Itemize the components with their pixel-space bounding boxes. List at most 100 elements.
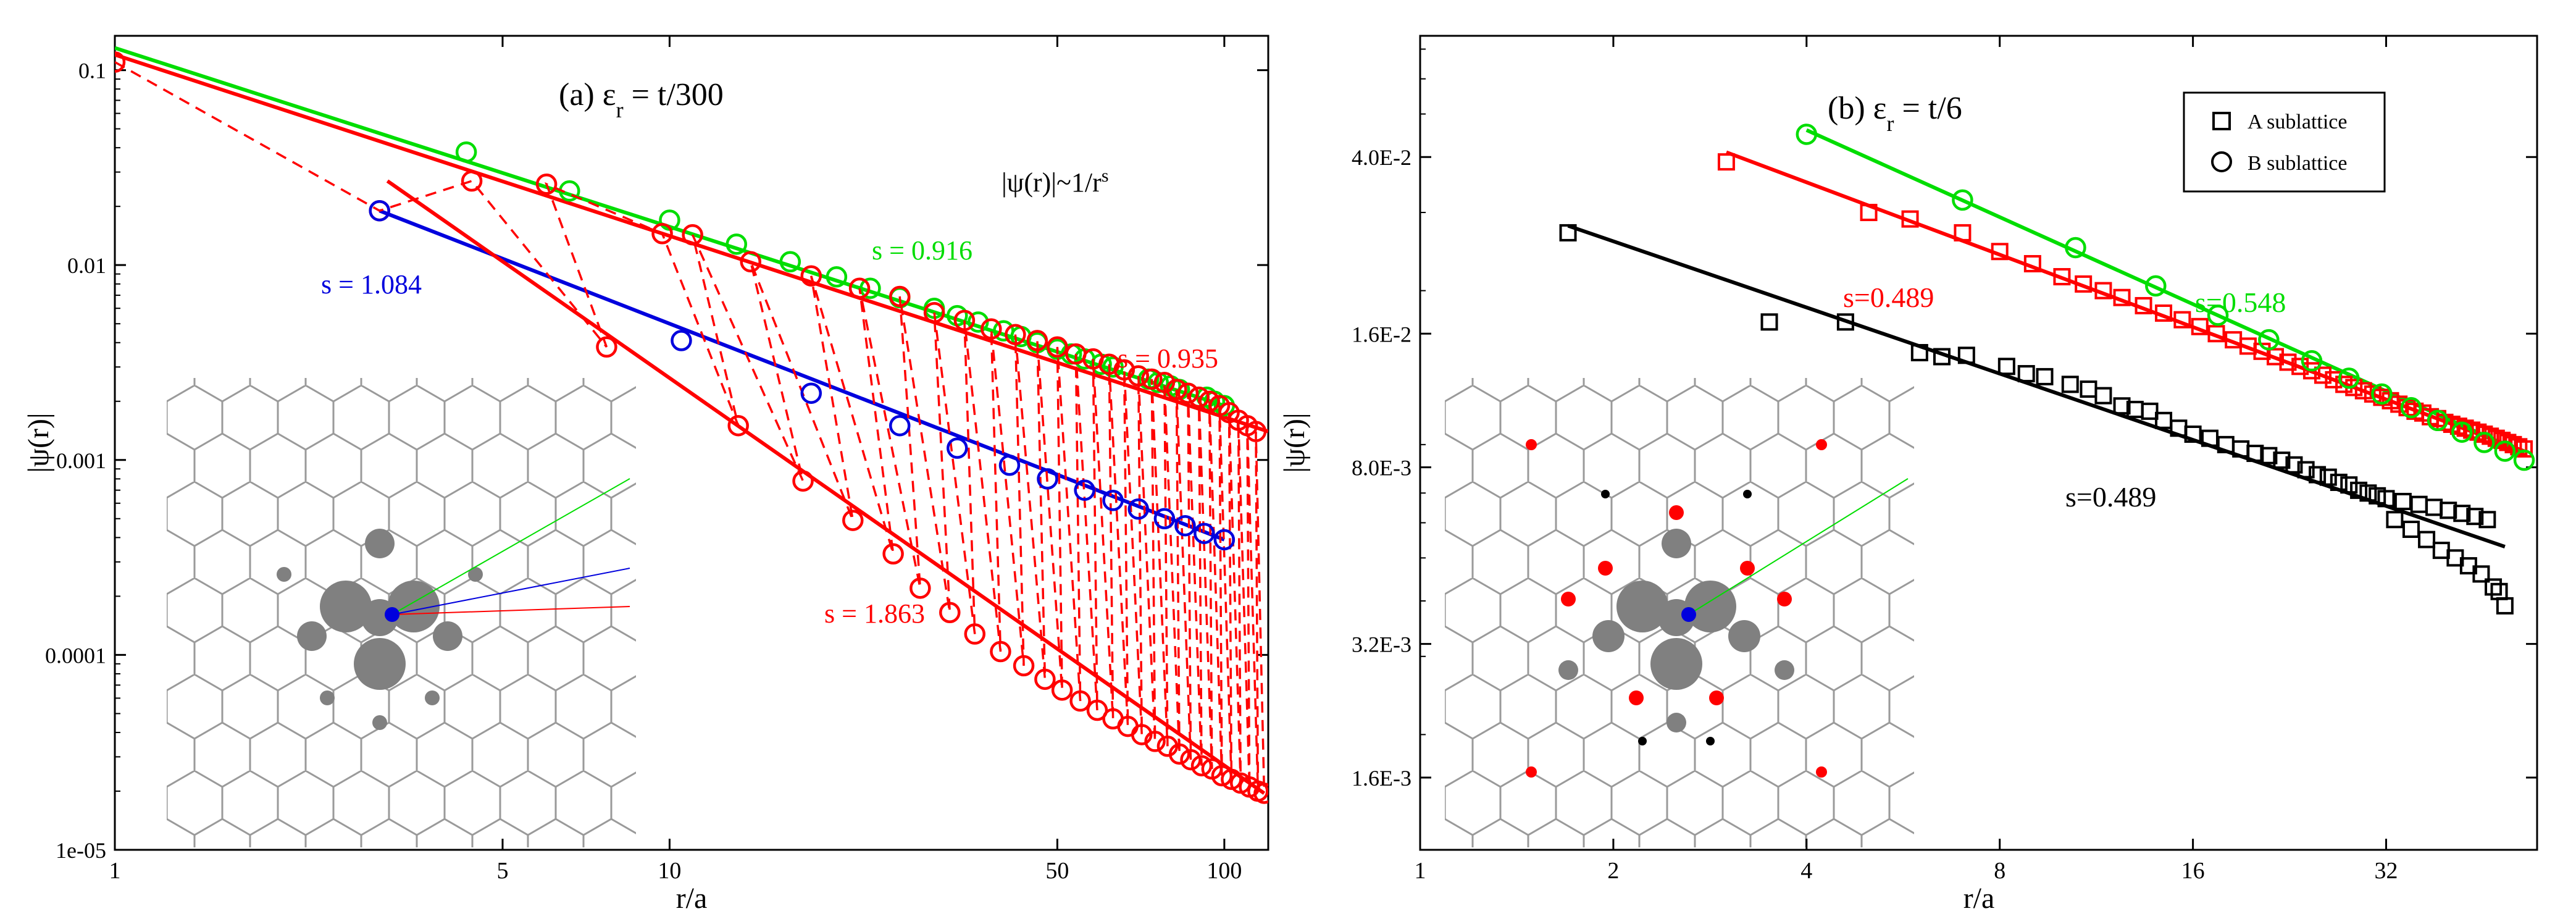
x-tick-label-a: 100 [1206, 858, 1242, 884]
data-point-a-1 [1211, 765, 1233, 787]
data-point-b-2 [1952, 189, 1973, 211]
data-point-b-0 [1997, 358, 2015, 376]
data-point-a-1 [1221, 768, 1242, 791]
data-point-a-1 [115, 51, 126, 73]
data-point-a-1 [800, 265, 822, 287]
data-point-b-0 [1559, 224, 1577, 241]
data-point-b-1 [2266, 348, 2284, 366]
data-point-a-2 [889, 414, 911, 437]
data-point-b-0 [2410, 495, 2428, 513]
data-point-b-0 [1836, 313, 1854, 331]
data-point-a-1 [1188, 386, 1210, 408]
panel-b-title: (b) εr = t/6 [1828, 91, 1962, 136]
data-point-b-0 [2425, 498, 2443, 516]
data-point-a-1 [889, 285, 911, 308]
data-point-b-1 [2515, 440, 2533, 458]
data-point-b-0 [2285, 456, 2303, 474]
data-point-a-2 [998, 455, 1021, 476]
data-point-a-1 [1177, 382, 1199, 404]
fit-label-green-a: s = 0.916 [872, 235, 972, 266]
data-point-a-2 [369, 199, 390, 222]
data-point-b-0 [2184, 425, 2202, 443]
data-point-b-2 [2207, 304, 2229, 326]
x-tick-label-b: 8 [1994, 858, 2005, 884]
data-point-a-0 [826, 266, 848, 288]
fit-label-green-b: s=0.548 [2195, 287, 2286, 318]
data-point-b-0 [2141, 402, 2159, 420]
fit-label-red-b: s=0.489 [1843, 282, 1934, 313]
data-point-b-0 [2017, 365, 2035, 383]
data-point-a-0 [455, 141, 477, 163]
data-point-b-2 [2474, 432, 2495, 453]
data-point-a-1 [1141, 368, 1163, 390]
data-point-a-1 [882, 543, 904, 564]
y-tick-label-a: 0.1 [78, 59, 106, 83]
data-point-b-1 [2291, 358, 2309, 376]
data-point-a-1 [1069, 690, 1091, 712]
data-point-b-2 [2338, 367, 2360, 389]
data-point-b-0 [2155, 411, 2173, 429]
data-point-b-1 [2364, 385, 2382, 403]
x-tick-label-a: 50 [1045, 858, 1069, 884]
legend-label-b-sublattice: B sublattice [2248, 152, 2347, 175]
y-tick-label-a: 0.01 [67, 253, 106, 278]
data-point-b-0 [2369, 487, 2386, 505]
data-point-b-2 [2427, 409, 2449, 432]
y-axis-label-b: |ψ(r)| [1278, 413, 1311, 472]
data-point-a-1 [939, 602, 961, 624]
data-point-b-0 [2319, 468, 2337, 486]
y-tick-label-b: 4.0E-2 [1352, 145, 1411, 170]
data-point-a-2 [1127, 498, 1149, 520]
data-point-a-0 [967, 311, 989, 333]
data-point-a-1 [923, 301, 945, 324]
data-point-a-1 [535, 173, 558, 195]
y-tick-label-b: 1.6E-3 [1352, 766, 1411, 791]
data-point-a-1 [1131, 724, 1153, 745]
x-tick-label-b: 16 [2181, 858, 2205, 884]
data-point-b-0 [2080, 380, 2097, 398]
data-point-b-1 [2335, 376, 2353, 393]
data-point-a-1 [910, 577, 931, 599]
data-point-a-1 [1051, 679, 1073, 701]
data-point-a-1 [981, 318, 1002, 340]
data-point-a-1 [792, 470, 814, 492]
data-point-a-1 [1166, 379, 1187, 400]
data-point-b-2 [2065, 237, 2086, 259]
data-point-b-1 [1717, 153, 1735, 171]
data-point-a-1 [1144, 731, 1166, 752]
x-tick-label-b: 4 [1800, 858, 1812, 884]
data-point-b-1 [2279, 353, 2297, 371]
data-point-a-1 [1153, 371, 1176, 393]
legend-label-a-sublattice: A sublattice [2248, 111, 2347, 133]
x-tick-label-b: 2 [1607, 858, 1619, 884]
y-tick-label-a: 0.0001 [45, 643, 106, 668]
x-tick-label-a: 1 [109, 858, 121, 884]
y-tick-label-a: 0.001 [56, 448, 106, 473]
x-tick-label-b: 32 [2375, 858, 2398, 884]
data-point-a-2 [1037, 468, 1058, 490]
data-point-b-0 [2377, 490, 2395, 508]
data-point-a-2 [1194, 522, 1215, 544]
data-point-b-0 [2418, 531, 2436, 548]
data-point-b-1 [2173, 311, 2191, 329]
data-point-b-0 [2478, 511, 2496, 529]
data-point-b-1 [2253, 342, 2271, 360]
x-axis-label-b: r/a [1963, 882, 1995, 915]
data-point-b-0 [2297, 461, 2315, 479]
data-point-b-0 [2094, 387, 2112, 405]
data-point-b-1 [1901, 210, 1919, 228]
data-point-b-2 [2371, 383, 2393, 405]
data-point-b-1 [2302, 362, 2320, 380]
axes-a: 1 5 10 50 100 0.1 0.01 0.001 0.0001 1e-05 [45, 36, 1268, 884]
data-point-b-2 [2258, 329, 2280, 351]
data-point-b-1 [2053, 268, 2071, 286]
data-point-a-2 [947, 437, 968, 459]
panel-a-formula: |ψ(r)|~1/rs [1002, 166, 1109, 198]
data-point-b-1 [2094, 282, 2112, 300]
data-point-b-0 [2490, 582, 2508, 600]
fit-line-a-3 [386, 179, 1266, 795]
data-point-b-1 [2314, 366, 2332, 384]
data-point-b-0 [2466, 508, 2484, 526]
data-point-b-0 [2350, 481, 2368, 499]
data-point-b-0 [2485, 578, 2503, 596]
